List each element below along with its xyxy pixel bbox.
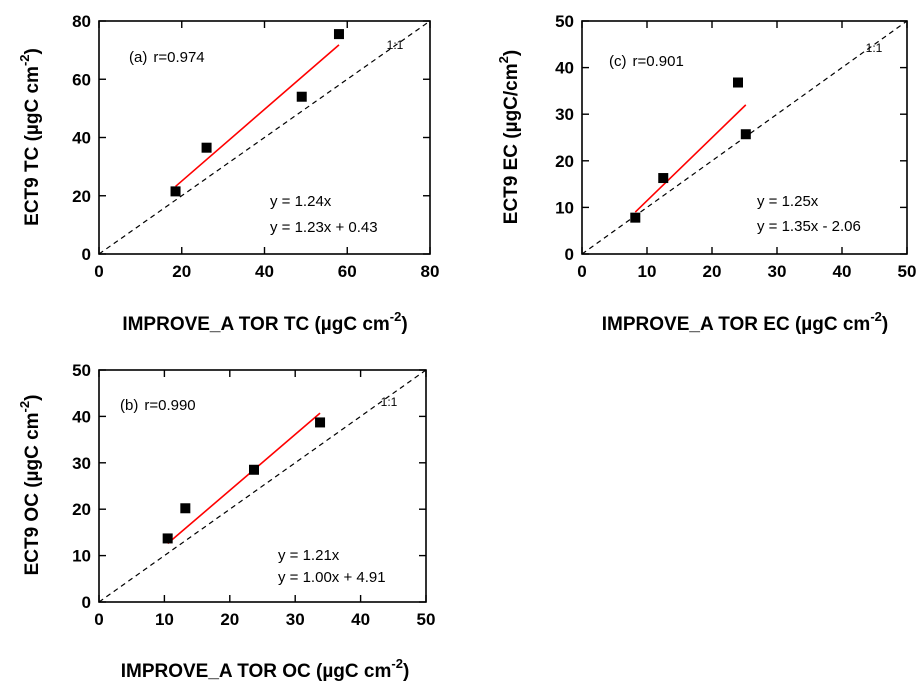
x-tick-label: 30 [286, 610, 305, 629]
identity-label: 1:1 [381, 395, 398, 409]
x-tick-label: 30 [768, 262, 787, 281]
y-tick-label: 40 [72, 407, 91, 426]
panel-ec: 0 10 20 30 40 50 0 10 20 30 40 50 IMPROVE_A TOR EC (… [496, 12, 916, 335]
y-tick-label: 80 [72, 12, 91, 31]
y-tick-label: 40 [72, 129, 91, 148]
y-tick-label: 10 [555, 198, 574, 217]
y-tick-label: 20 [555, 152, 574, 171]
x-tick-label: 20 [172, 262, 191, 281]
x-axis-label: IMPROVE_A TOR EC (µgC cm-2) [602, 309, 888, 335]
fit-line [175, 44, 340, 188]
panel-label: (a) r=0.974 [129, 49, 205, 66]
identity-line [99, 21, 430, 254]
panel-label: (c) r=0.901 [609, 53, 684, 70]
x-tick-label: 40 [833, 262, 852, 281]
equation-with-intercept: y = 1.35x - 2.06 [757, 218, 861, 235]
y-axis-label: ECT9 EC (µgC/cm2) [496, 50, 522, 224]
y-axis-label: ECT9 OC (µgC cm-2) [17, 395, 43, 576]
x-axis-label: IMPROVE_A TOR TC (µgC cm-2) [122, 309, 407, 335]
data-point-1 [170, 186, 181, 197]
identity-label: 1:1 [866, 41, 883, 55]
data-point-1 [162, 533, 173, 544]
equation-with-intercept: y = 1.00x + 4.91 [278, 569, 386, 586]
x-axis-label: IMPROVE_A TOR OC (µgC cm-2) [121, 656, 410, 682]
y-tick-label: 60 [72, 70, 91, 89]
x-tick-label: 50 [417, 610, 436, 629]
plot-frame [98, 369, 427, 603]
y-tick-label: 50 [72, 361, 91, 380]
data-point-3 [248, 464, 259, 475]
y-tick-label: 10 [72, 547, 91, 566]
equation-through-origin: y = 1.24x [270, 193, 332, 210]
data-point-2 [180, 503, 191, 514]
y-tick-label: 0 [565, 245, 574, 264]
equation-with-intercept: y = 1.23x + 0.43 [270, 219, 378, 236]
y-axis-label: ECT9 TC (µgC cm-2) [17, 48, 43, 226]
x-tick-label: 10 [638, 262, 657, 281]
equation-through-origin: y = 1.25x [757, 193, 819, 210]
x-tick-label: 10 [155, 610, 174, 629]
data-point-2 [201, 142, 212, 153]
equation-through-origin: y = 1.21x [278, 547, 340, 564]
y-tick-label: 40 [555, 59, 574, 78]
x-tick-label: 50 [898, 262, 917, 281]
x-tick-label: 40 [351, 610, 370, 629]
x-tick-label: 0 [94, 610, 103, 629]
x-tick-label: 0 [94, 262, 103, 281]
y-tick-label: 20 [72, 500, 91, 519]
fit-line [167, 412, 321, 545]
data-point-4 [315, 417, 326, 428]
y-tick-label: 30 [72, 454, 91, 473]
data-point-3 [296, 91, 307, 102]
y-tick-label: 0 [82, 593, 91, 612]
data-point-4 [740, 129, 751, 140]
y-tick-label: 0 [82, 245, 91, 264]
x-tick-label: 80 [421, 262, 440, 281]
identity-label: 1:1 [387, 38, 404, 52]
x-tick-label: 40 [255, 262, 274, 281]
plot-frame [581, 20, 908, 255]
x-tick-label: 0 [577, 262, 586, 281]
x-tick-label: 20 [220, 610, 239, 629]
data-point-2 [658, 173, 669, 184]
y-tick-label: 30 [555, 105, 574, 124]
y-tick-label: 50 [555, 12, 574, 31]
panel-label: (b) r=0.990 [120, 397, 196, 414]
panel-tc: 0 20 40 60 80 0 20 40 60 80 IMPROVE_A TOR TC (µgC … [17, 12, 439, 335]
data-point-3 [733, 77, 743, 88]
y-tick-label: 20 [72, 187, 91, 206]
x-tick-label: 60 [338, 262, 357, 281]
fit-line [634, 104, 747, 213]
data-point-4 [333, 29, 344, 40]
panel-oc: 0 10 20 30 40 50 0 10 20 30 40 50 IMPROVE_A TOR OC (… [17, 361, 435, 682]
data-point-1 [630, 212, 641, 223]
x-tick-label: 20 [703, 262, 722, 281]
identity-line [99, 370, 426, 602]
